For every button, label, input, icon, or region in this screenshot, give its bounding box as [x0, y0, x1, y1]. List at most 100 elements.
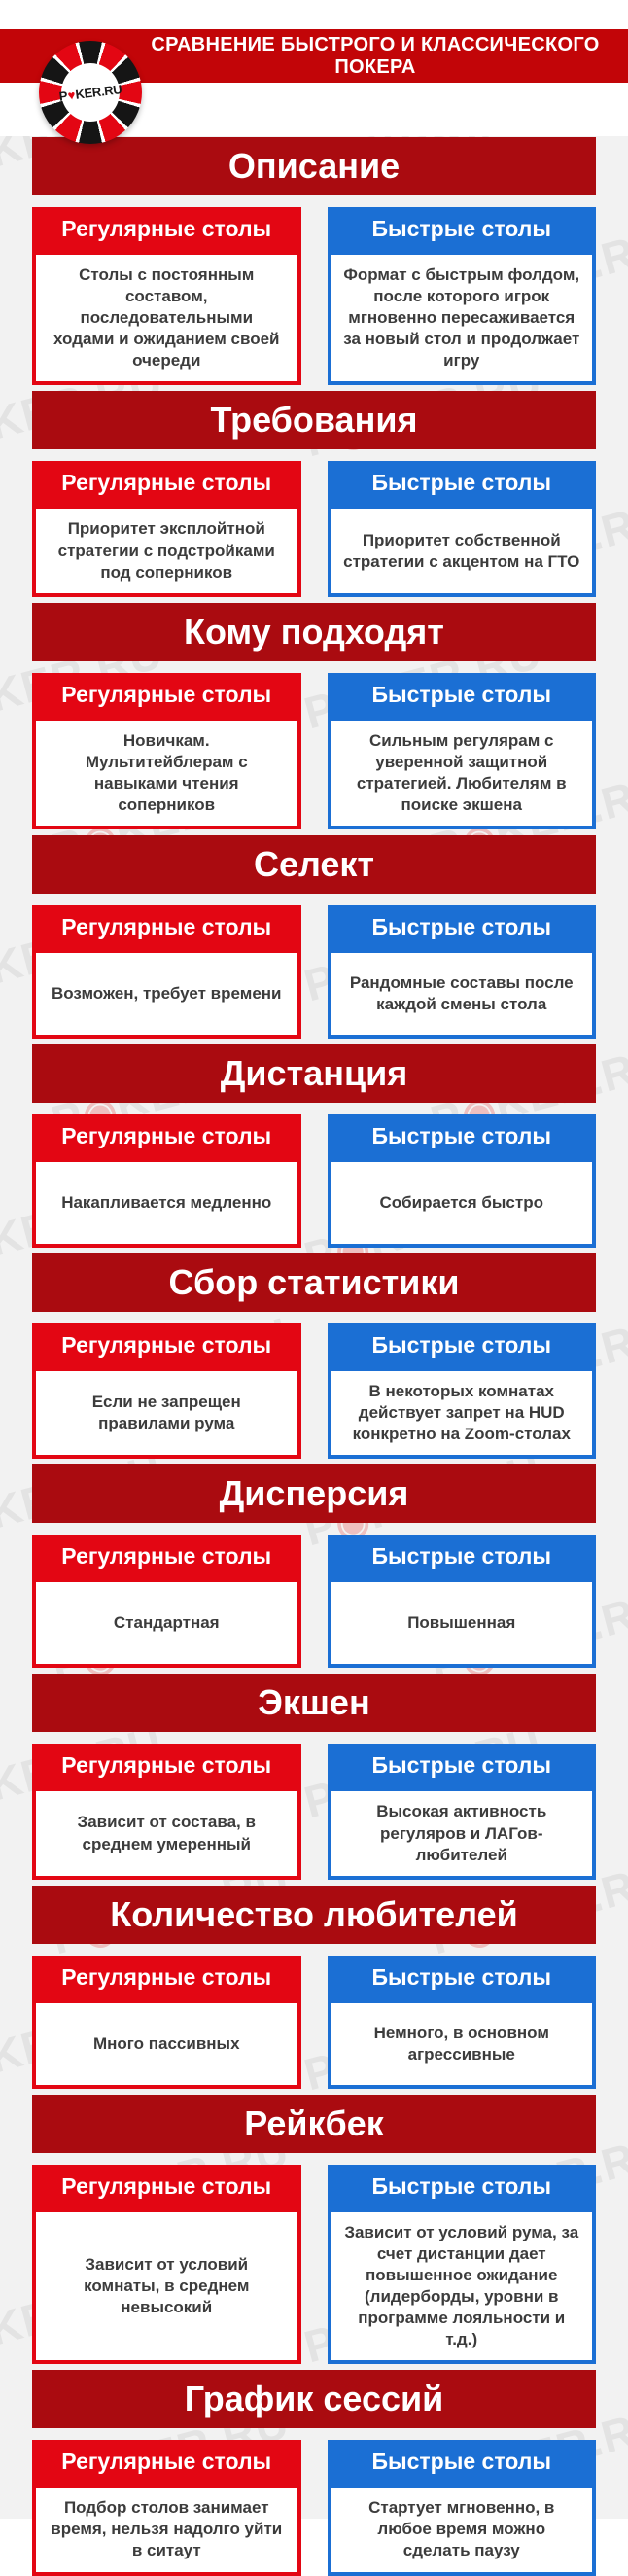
- fast-tables-text: Высокая активность регуляров и ЛАГов-люб…: [327, 1787, 596, 1880]
- regular-tables-column: Регулярные столы Зависит от состава, в с…: [32, 1744, 301, 1880]
- section-columns: Регулярные столы Накапливается медленно …: [32, 1114, 596, 1249]
- fast-tables-column: Быстрые столы Рандомные составы после ка…: [327, 905, 596, 1040]
- fast-tables-text: Собирается быстро: [327, 1158, 596, 1249]
- regular-tables-column: Регулярные столы Если не запрещен правил…: [32, 1323, 301, 1460]
- comparison-section: Количество любителей Регулярные столы Мн…: [32, 1885, 596, 2089]
- logo-text: P ♥ KER.RU: [57, 59, 123, 125]
- logo-suffix: KER.RU: [74, 81, 123, 102]
- comparison-section: Рейкбек Регулярные столы Зависит от усло…: [32, 2094, 596, 2365]
- section-title: Дистанция: [32, 1044, 596, 1104]
- fast-tables-header: Быстрые столы: [327, 2164, 596, 2208]
- section-title: Экшен: [32, 1674, 596, 1733]
- fast-tables-column: Быстрые столы Приоритет собственной стра…: [327, 461, 596, 597]
- fast-tables-header: Быстрые столы: [327, 207, 596, 251]
- section-columns: Регулярные столы Стандартная Быстрые сто…: [32, 1535, 596, 1669]
- regular-tables-column: Регулярные столы Подбор столов занимает …: [32, 2440, 301, 2576]
- regular-tables-header: Регулярные столы: [32, 905, 301, 950]
- regular-tables-column: Регулярные столы Новичкам. Мультитейблер…: [32, 672, 301, 830]
- fast-tables-column: Быстрые столы Формат с быстрым фолдом, п…: [327, 207, 596, 386]
- regular-tables-text: Возможен, требует времени: [32, 949, 301, 1040]
- fast-tables-header: Быстрые столы: [327, 1535, 596, 1579]
- regular-tables-text: Новичкам. Мультитейблерам с навыками чте…: [32, 716, 301, 830]
- section-columns: Регулярные столы Подбор столов занимает …: [32, 2440, 596, 2576]
- comparison-sections: Описание Регулярные столы Столы с постоя…: [0, 83, 628, 2576]
- comparison-section: Кому подходят Регулярные столы Новичкам.…: [32, 602, 596, 830]
- fast-tables-column: Быстрые столы Сильным регулярам с уверен…: [327, 672, 596, 830]
- page-title: СРАВНЕНИЕ БЫСТРОГО И КЛАССИЧЕСКОГО ПОКЕР…: [151, 33, 600, 78]
- section-title: Кому подходят: [32, 602, 596, 661]
- regular-tables-text: Много пассивных: [32, 1998, 301, 2089]
- section-columns: Регулярные столы Столы с постоянным сост…: [32, 207, 596, 386]
- fast-tables-column: Быстрые столы Зависит от условий рума, з…: [327, 2164, 596, 2365]
- fast-tables-text: Приоритет собственной стратегии с акцент…: [327, 505, 596, 597]
- fast-tables-text: Рандомные составы после каждой смены сто…: [327, 949, 596, 1040]
- regular-tables-header: Регулярные столы: [32, 461, 301, 506]
- section-title: График сессий: [32, 2370, 596, 2429]
- regular-tables-text: Подбор столов занимает время, нельзя над…: [32, 2484, 301, 2576]
- regular-tables-header: Регулярные столы: [32, 207, 301, 251]
- fast-tables-header: Быстрые столы: [327, 1955, 596, 1999]
- poker-chip-logo-icon: P ♥ KER.RU: [39, 41, 142, 144]
- regular-tables-column: Регулярные столы Зависит от условий комн…: [32, 2164, 301, 2365]
- section-title: Дисперсия: [32, 1464, 596, 1524]
- fast-tables-column: Быстрые столы Повышенная: [327, 1535, 596, 1669]
- regular-tables-text: Приоритет эксплойтной стратегии с подстр…: [32, 505, 301, 597]
- fast-tables-text: Повышенная: [327, 1578, 596, 1669]
- comparison-section: Описание Регулярные столы Столы с постоя…: [32, 137, 596, 386]
- fast-tables-text: Зависит от условий рума, за счет дистанц…: [327, 2207, 596, 2365]
- regular-tables-text: Если не запрещен правилами рума: [32, 1367, 301, 1460]
- page-header: СРАВНЕНИЕ БЫСТРОГО И КЛАССИЧЕСКОГО ПОКЕР…: [0, 29, 628, 144]
- regular-tables-column: Регулярные столы Приоритет эксплойтной с…: [32, 461, 301, 597]
- regular-tables-column: Регулярные столы Накапливается медленно: [32, 1114, 301, 1249]
- regular-tables-text: Зависит от условий комнаты, в среднем не…: [32, 2207, 301, 2365]
- comparison-section: Дистанция Регулярные столы Накапливается…: [32, 1044, 596, 1249]
- fast-tables-header: Быстрые столы: [327, 461, 596, 506]
- regular-tables-text: Зависит от состава, в среднем умеренный: [32, 1787, 301, 1880]
- comparison-section: Сбор статистики Регулярные столы Если не…: [32, 1253, 596, 1460]
- regular-tables-text: Накапливается медленно: [32, 1158, 301, 1249]
- regular-tables-header: Регулярные столы: [32, 2440, 301, 2485]
- fast-tables-header: Быстрые столы: [327, 905, 596, 950]
- fast-tables-column: Быстрые столы Немного, в основном агресс…: [327, 1955, 596, 2089]
- fast-tables-text: Стартует мгновенно, в любое время можно …: [327, 2484, 596, 2576]
- section-columns: Регулярные столы Зависит от состава, в с…: [32, 1744, 596, 1880]
- section-title: Описание: [32, 137, 596, 195]
- fast-tables-text: Немного, в основном агрессивные: [327, 1998, 596, 2089]
- regular-tables-column: Регулярные столы Столы с постоянным сост…: [32, 207, 301, 386]
- fast-tables-header: Быстрые столы: [327, 2440, 596, 2485]
- section-columns: Регулярные столы Приоритет эксплойтной с…: [32, 461, 596, 597]
- regular-tables-header: Регулярные столы: [32, 1323, 301, 1368]
- section-title: Количество любителей: [32, 1885, 596, 1944]
- fast-tables-header: Быстрые столы: [327, 672, 596, 717]
- section-columns: Регулярные столы Возможен, требует време…: [32, 905, 596, 1040]
- comparison-section: Селект Регулярные столы Возможен, требуе…: [32, 835, 596, 1040]
- fast-tables-header: Быстрые столы: [327, 1323, 596, 1368]
- section-columns: Регулярные столы Много пассивных Быстрые…: [32, 1955, 596, 2089]
- regular-tables-header: Регулярные столы: [32, 1955, 301, 1999]
- section-title: Требования: [32, 391, 596, 450]
- comparison-section: Дисперсия Регулярные столы Стандартная Б…: [32, 1464, 596, 1669]
- comparison-section: Требования Регулярные столы Приоритет эк…: [32, 391, 596, 597]
- fast-tables-header: Быстрые столы: [327, 1114, 596, 1159]
- section-columns: Регулярные столы Зависит от условий комн…: [32, 2164, 596, 2365]
- regular-tables-header: Регулярные столы: [32, 2164, 301, 2208]
- regular-tables-column: Регулярные столы Стандартная: [32, 1535, 301, 1669]
- fast-tables-header: Быстрые столы: [327, 1744, 596, 1788]
- fast-tables-column: Быстрые столы Стартует мгновенно, в любо…: [327, 2440, 596, 2576]
- fast-tables-column: Быстрые столы Собирается быстро: [327, 1114, 596, 1249]
- regular-tables-column: Регулярные столы Возможен, требует време…: [32, 905, 301, 1040]
- comparison-section: График сессий Регулярные столы Подбор ст…: [32, 2370, 596, 2576]
- regular-tables-header: Регулярные столы: [32, 1535, 301, 1579]
- fast-tables-text: В некоторых комнатах действует запрет на…: [327, 1367, 596, 1460]
- regular-tables-header: Регулярные столы: [32, 1744, 301, 1788]
- fast-tables-column: Быстрые столы Высокая активность регуляр…: [327, 1744, 596, 1880]
- comparison-section: Экшен Регулярные столы Зависит от состав…: [32, 1674, 596, 1880]
- section-columns: Регулярные столы Новичкам. Мультитейблер…: [32, 672, 596, 830]
- regular-tables-column: Регулярные столы Много пассивных: [32, 1955, 301, 2089]
- regular-tables-header: Регулярные столы: [32, 1114, 301, 1159]
- section-columns: Регулярные столы Если не запрещен правил…: [32, 1323, 596, 1460]
- section-title: Рейкбек: [32, 2094, 596, 2153]
- regular-tables-text: Стандартная: [32, 1578, 301, 1669]
- regular-tables-text: Столы с постоянным составом, последовате…: [32, 251, 301, 386]
- section-title: Селект: [32, 835, 596, 895]
